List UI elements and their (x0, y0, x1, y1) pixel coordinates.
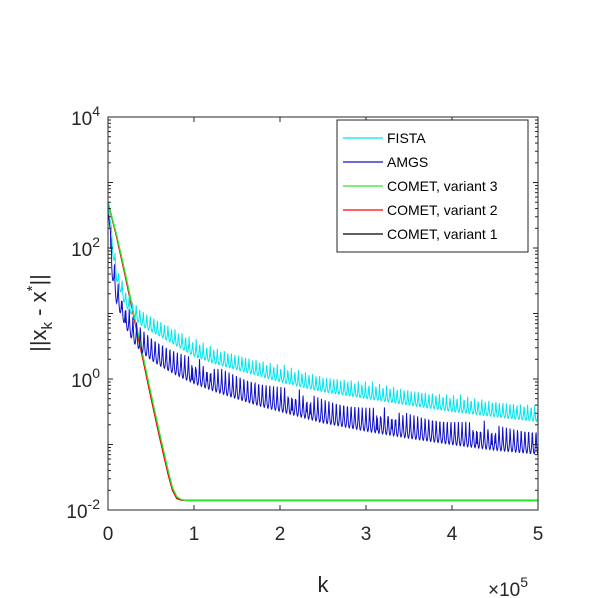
legend-label-fista: FISTA (387, 130, 426, 146)
axes: 0 1 2 3 4 5 10-2 100 102 104 k ×105 ||xk - x*|| (24, 103, 543, 598)
x-tick-label: 3 (361, 524, 372, 545)
legend: FISTA AMGS COMET, variant 3 COMET, variant … (336, 119, 529, 253)
y-tick-label: 100 (71, 365, 100, 392)
y-tick-label: 104 (71, 103, 100, 130)
y-axis-label: ||xk - x*|| (24, 274, 56, 352)
legend-label-comet-variant-1: COMET, variant 1 (387, 226, 498, 242)
y-tick-label: 102 (71, 234, 100, 261)
series-line-fista (108, 202, 538, 423)
x-tick-label: 4 (447, 524, 458, 545)
series-line-comet-variant-3 (108, 202, 538, 502)
x-tick-label: 5 (533, 524, 544, 545)
x-axis-multiplier: ×105 (488, 574, 528, 598)
legend-label-comet-variant-3: COMET, variant 3 (387, 178, 498, 194)
x-tick-label: 1 (189, 524, 200, 545)
series-group (108, 202, 538, 502)
legend-label-amgs: AMGS (387, 154, 428, 170)
series-line-amgs (108, 207, 538, 455)
x-axis-label: k (318, 572, 330, 597)
y-tick-label: 10-2 (66, 496, 100, 523)
x-tick-label: 2 (275, 524, 286, 545)
legend-label-comet-variant-2: COMET, variant 2 (387, 202, 498, 218)
x-tick-label: 0 (103, 524, 114, 545)
